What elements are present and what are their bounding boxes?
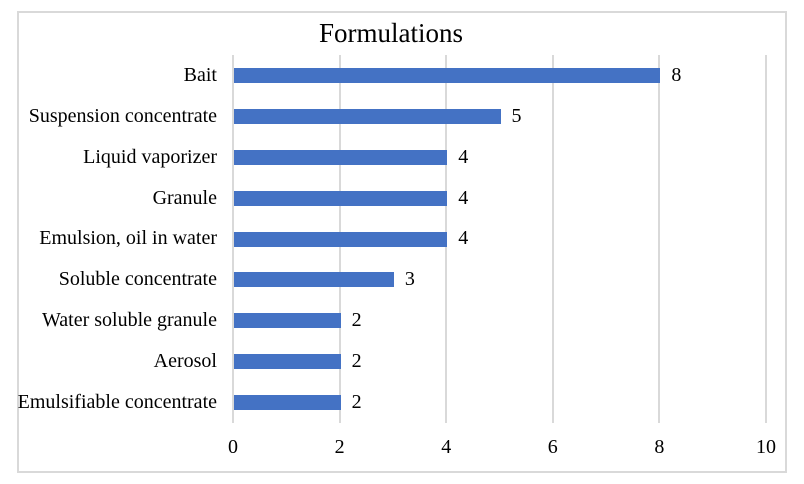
x-tick-label: 10 [756,436,776,458]
x-tick-label: 4 [441,436,452,458]
bar-value-label: 4 [458,227,469,250]
gridline [551,55,554,423]
bar [234,313,341,329]
bar-value-label: 3 [404,268,415,291]
bar-value-label: 5 [511,104,522,127]
gridline [765,55,767,423]
bar-value-label: 4 [458,145,469,168]
category-label: Emulsion, oil in water [39,227,217,250]
bar-value-label: 4 [458,186,469,209]
bar [234,190,448,206]
bar [234,149,448,165]
category-label: Water soluble granule [42,309,217,332]
bar [234,231,448,247]
bar [234,108,501,124]
bar [234,272,394,288]
bar-value-label: 8 [671,63,682,86]
x-tick-label: 6 [547,436,558,458]
x-tick-label: 8 [654,436,665,458]
bar [234,67,661,83]
category-label: Liquid vaporizer [83,145,217,168]
bar [234,395,341,411]
x-tick-label: 2 [334,436,345,458]
category-label: Bait [183,63,217,86]
chart-title: Formulations [318,18,463,48]
category-label: Soluble concentrate [58,268,217,291]
bar-value-label: 2 [351,350,362,373]
category-label: Suspension concentrate [28,104,217,127]
chart-area: Formulations Bait Suspension concentrate L… [17,11,787,473]
category-label: Emulsifiable concentrate [17,391,217,414]
x-tick-label: 0 [228,436,238,458]
bar-value-label: 2 [351,391,362,414]
bar [234,354,341,370]
gridline [658,55,661,423]
bar-value-label: 2 [351,309,362,332]
category-label: Granule [152,186,217,209]
gridline [232,55,234,423]
category-label: Aerosol [153,350,217,373]
